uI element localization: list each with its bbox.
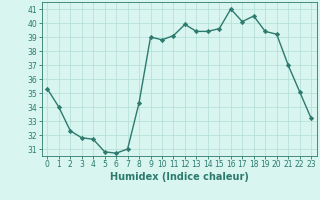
X-axis label: Humidex (Indice chaleur): Humidex (Indice chaleur) [110,172,249,182]
